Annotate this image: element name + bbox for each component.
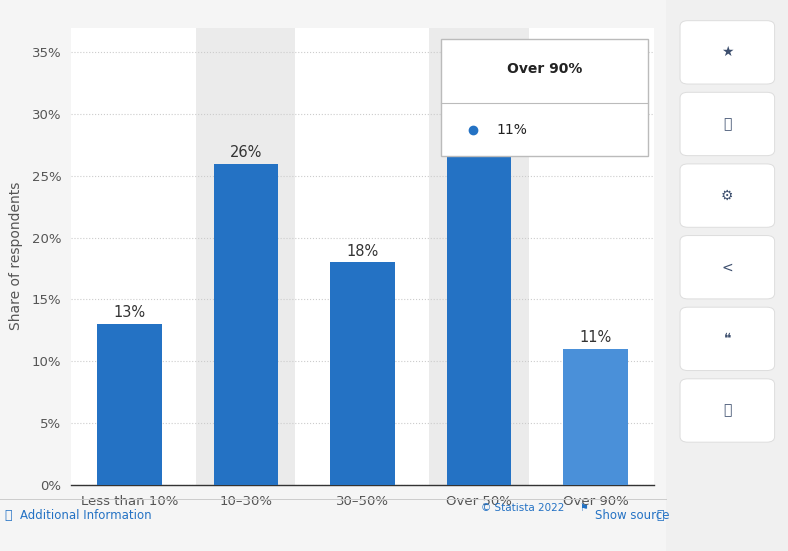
Y-axis label: Share of respondents: Share of respondents	[9, 182, 23, 331]
Bar	[330, 262, 395, 485]
Text: ★: ★	[721, 45, 734, 60]
Bar	[98, 324, 162, 485]
Text: 26%: 26%	[230, 145, 262, 160]
Text: ⓘ: ⓘ	[4, 509, 12, 522]
Text: Additional Information: Additional Information	[20, 509, 151, 522]
Text: Over 90%: Over 90%	[507, 62, 582, 76]
Text: <: <	[722, 260, 733, 274]
Bar	[196, 28, 296, 485]
FancyBboxPatch shape	[441, 39, 649, 155]
Text: 🖨: 🖨	[723, 403, 731, 418]
Text: ⚑: ⚑	[579, 503, 588, 513]
Text: 13%: 13%	[113, 305, 146, 321]
Bar	[429, 28, 529, 485]
Text: 🔔: 🔔	[723, 117, 731, 131]
Text: 29%: 29%	[463, 108, 495, 123]
Text: ❝: ❝	[723, 332, 731, 346]
Bar	[214, 164, 278, 485]
Text: Show source: Show source	[595, 509, 670, 522]
Text: © Statista 2022: © Statista 2022	[481, 503, 564, 513]
Bar	[447, 126, 511, 485]
Text: 11%: 11%	[579, 330, 611, 345]
Bar	[563, 349, 627, 485]
Text: ⓘ: ⓘ	[656, 509, 664, 522]
Text: 18%: 18%	[347, 244, 378, 258]
Text: 11%: 11%	[496, 123, 527, 137]
Text: ⚙: ⚙	[721, 188, 734, 203]
